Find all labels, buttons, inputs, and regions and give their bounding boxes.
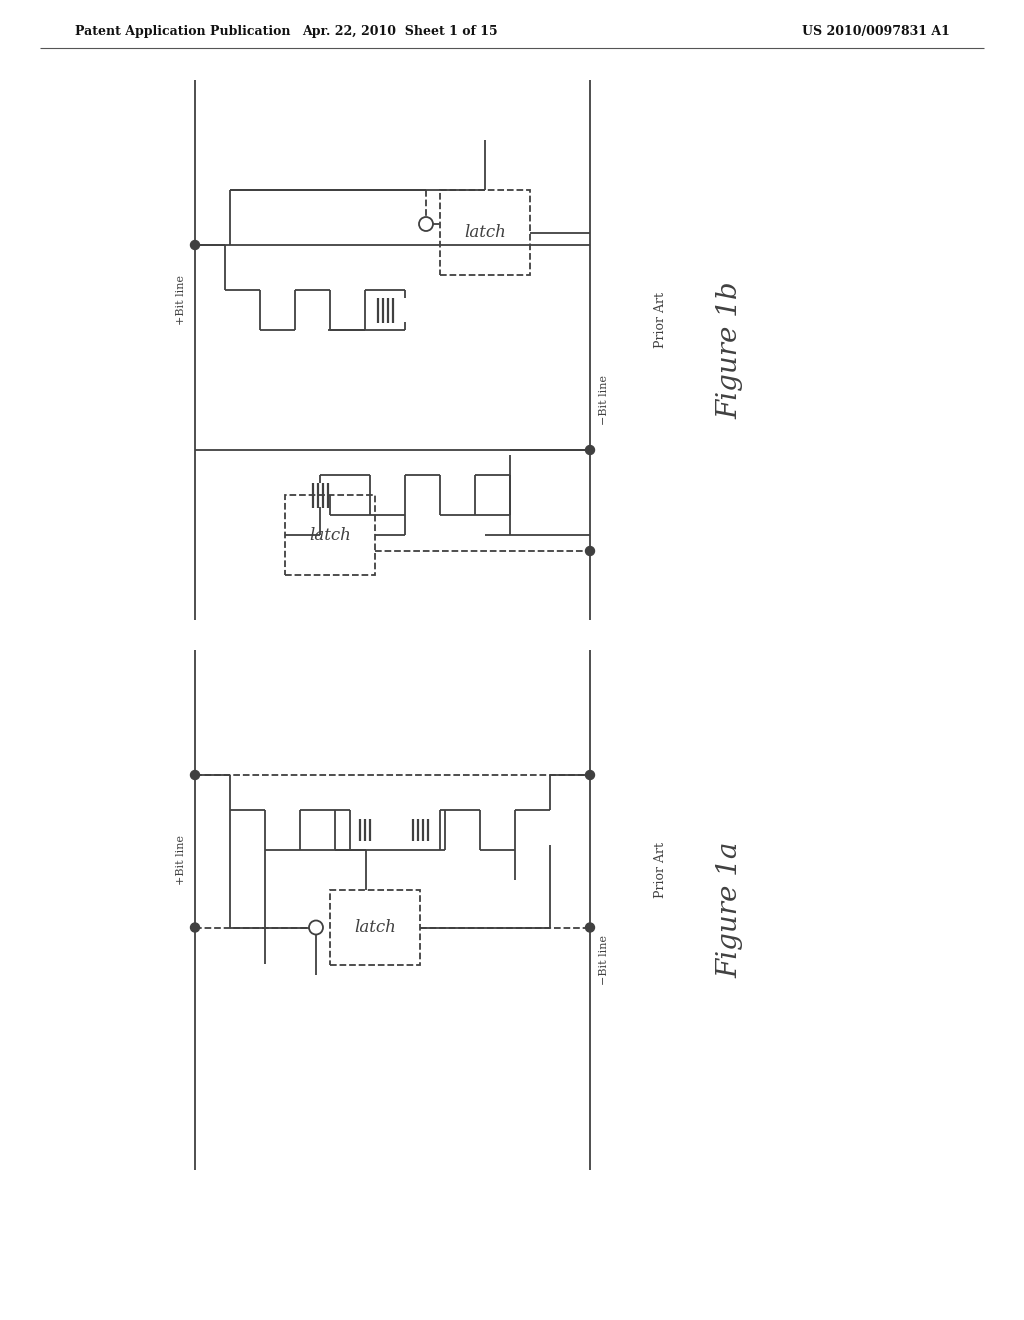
Text: Figure 1a: Figure 1a bbox=[717, 842, 743, 978]
Text: latch: latch bbox=[309, 527, 351, 544]
Text: +Bit line: +Bit line bbox=[176, 275, 186, 325]
Circle shape bbox=[586, 923, 595, 932]
Circle shape bbox=[586, 546, 595, 556]
Bar bbox=[440, 190, 530, 275]
Text: latch: latch bbox=[354, 919, 396, 936]
Text: Prior Art: Prior Art bbox=[653, 292, 667, 348]
Circle shape bbox=[419, 216, 433, 231]
Circle shape bbox=[190, 240, 200, 249]
Circle shape bbox=[309, 920, 323, 935]
Text: Apr. 22, 2010  Sheet 1 of 15: Apr. 22, 2010 Sheet 1 of 15 bbox=[302, 25, 498, 38]
Circle shape bbox=[190, 923, 200, 932]
Text: Prior Art: Prior Art bbox=[653, 842, 667, 898]
Text: Patent Application Publication: Patent Application Publication bbox=[75, 25, 291, 38]
Text: −Bit line: −Bit line bbox=[599, 935, 609, 985]
Text: latch: latch bbox=[464, 224, 506, 242]
Text: US 2010/0097831 A1: US 2010/0097831 A1 bbox=[802, 25, 950, 38]
Text: −Bit line: −Bit line bbox=[599, 375, 609, 425]
Text: +Bit line: +Bit line bbox=[176, 836, 186, 884]
Text: Figure 1b: Figure 1b bbox=[717, 281, 743, 418]
Bar bbox=[330, 890, 420, 965]
Circle shape bbox=[586, 446, 595, 454]
Bar bbox=[285, 495, 375, 576]
Circle shape bbox=[190, 771, 200, 780]
Circle shape bbox=[586, 771, 595, 780]
